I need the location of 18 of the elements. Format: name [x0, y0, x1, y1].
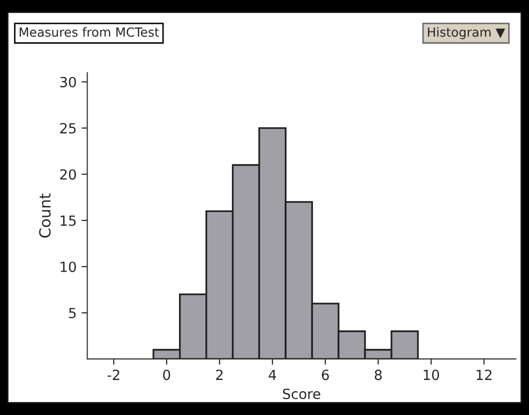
- x-tick-label: 6: [322, 370, 329, 380]
- chart-title: Measures from MCTest: [20, 27, 160, 37]
- x-tick-label: 10: [424, 370, 440, 380]
- y-tick-label: 10: [60, 262, 76, 272]
- x-axis-title: Score: [283, 388, 320, 400]
- y-axis-title: Count: [39, 193, 51, 238]
- y-tick-label: 15: [60, 216, 76, 226]
- y-tick-label: 20: [60, 169, 76, 180]
- y-tick-label: 25: [60, 123, 76, 134]
- x-tick-label: 0: [163, 370, 170, 380]
- x-tick-label: -2: [107, 370, 120, 380]
- y-tick-label: 30: [60, 76, 76, 88]
- x-tick-label: 8: [374, 370, 382, 380]
- x-tick-label: 2: [216, 370, 223, 380]
- x-tick-label: 12: [476, 370, 492, 380]
- x-tick-label: 4: [268, 370, 276, 380]
- text: Histogram ▼: [428, 27, 506, 40]
- y-tick-label: 5: [69, 308, 76, 318]
